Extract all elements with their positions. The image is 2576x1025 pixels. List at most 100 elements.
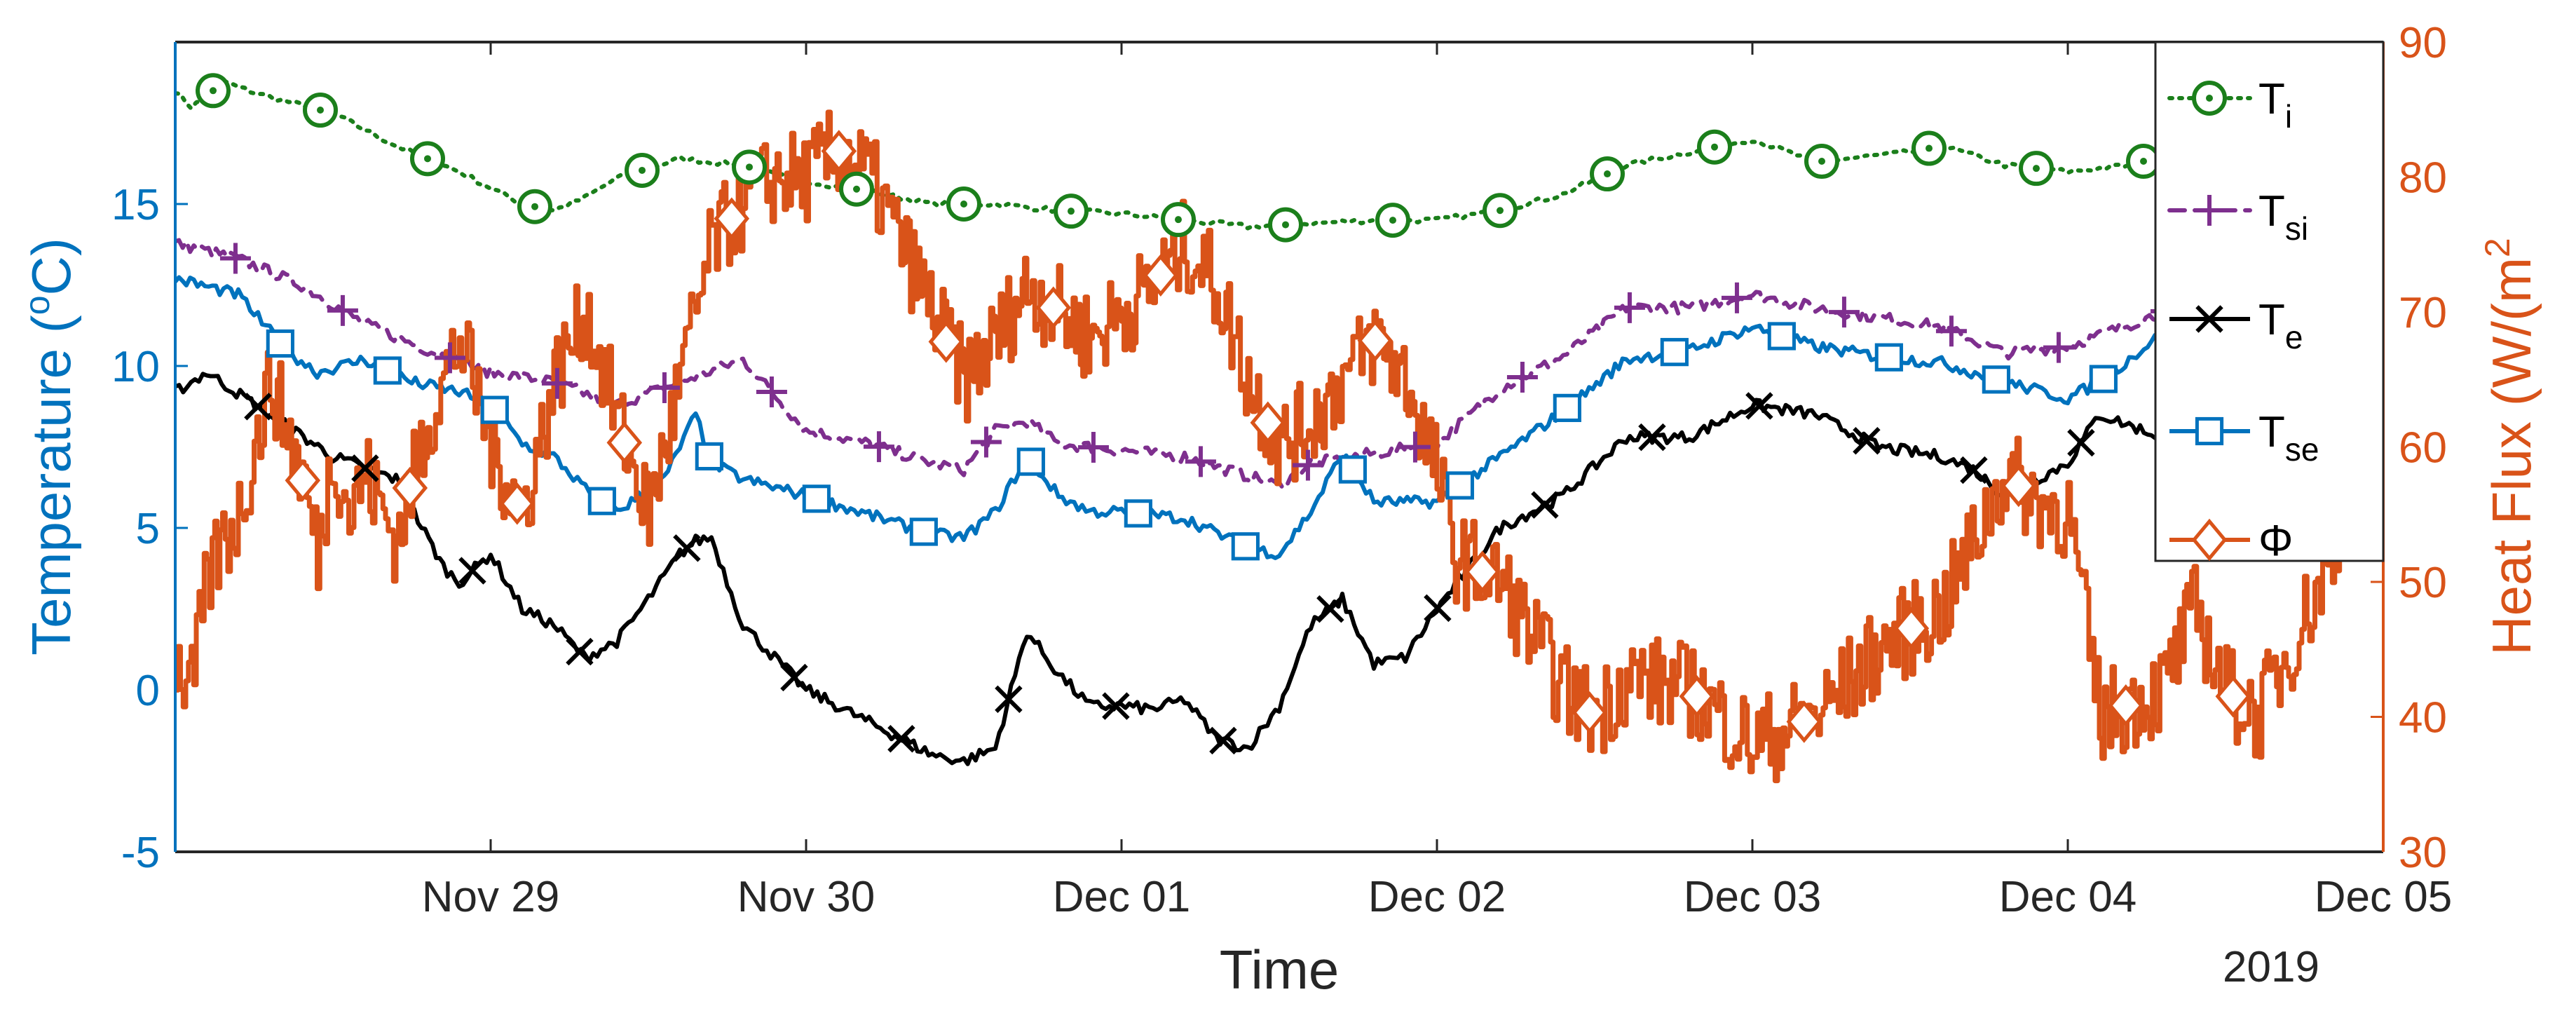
series-marker-Tsi [1828, 297, 1860, 328]
series-marker-Tse [1767, 322, 1796, 351]
x-tick-label: Dec 01 [1053, 873, 1190, 921]
left-y-tick-label: 10 [111, 343, 160, 391]
series-marker-Tse [695, 442, 723, 470]
series-marker-Ti [2019, 151, 2054, 186]
series-marker-Ti [1375, 203, 1410, 238]
series-line-Tsi [175, 238, 2383, 491]
series-marker-Tse [1338, 455, 1367, 484]
series-marker-Tse [1874, 343, 1903, 372]
legend-label: Ti [2258, 75, 2292, 135]
legend-entry-Te: Te [2169, 296, 2303, 355]
series-marker-Ti [839, 171, 874, 207]
series-marker-Ti [196, 73, 231, 109]
legend-label: Tsi [2258, 187, 2308, 247]
legend-label-sub: se [2285, 431, 2319, 468]
series-marker-Tsi [1185, 446, 1216, 477]
series-marker-Te [1424, 594, 1452, 623]
series-marker-Tsi [2043, 332, 2074, 363]
series-marker-Ti [732, 149, 767, 185]
legend-entry-Tsi: Tsi [2167, 187, 2308, 247]
left-y-axis-title: Temperature (oC) [18, 238, 82, 656]
series-marker-Te [1209, 726, 1237, 755]
series-marker-Phi [2215, 674, 2251, 718]
series-marker-Tse [1553, 393, 1581, 422]
series-marker-Te [2067, 428, 2095, 457]
series-marker-Ti [1483, 193, 1518, 229]
legend-marker [2195, 416, 2224, 446]
series-marker-Ti [625, 152, 660, 188]
series-marker-Phi [606, 421, 643, 464]
series-marker-Tsi [327, 294, 358, 326]
series-marker-Tsi [648, 372, 680, 404]
series-marker-Phi [1572, 691, 1608, 734]
series-marker-Tse [480, 395, 509, 424]
legend-entry-Phi: Φ [2169, 517, 2293, 565]
series-marker-Te [1853, 427, 1881, 455]
legend-label-sub: si [2285, 210, 2308, 247]
left-y-tick-label: 5 [136, 505, 160, 553]
series-marker-Tsi [756, 376, 787, 408]
legend-label-main: T [2258, 75, 2285, 123]
series-marker-Te [244, 393, 272, 421]
right-y-title-pre: Heat Flux (W/(m [2481, 257, 2542, 656]
series-marker-Phi [1143, 254, 1179, 297]
series-marker-Te [887, 725, 915, 753]
series-line-Phi [175, 109, 2383, 784]
series-marker-Te [673, 534, 701, 562]
series-marker-Tsi [1721, 282, 1752, 313]
series-marker-Ti [946, 186, 981, 222]
series-marker-Ti [517, 189, 552, 224]
series-marker-Phi [2001, 464, 2037, 508]
series-marker-Te [351, 454, 379, 482]
series-marker-Phi [821, 130, 857, 172]
series-marker-Te [1531, 491, 1559, 519]
series-marker-Te [458, 557, 486, 585]
series-marker-Ti [1911, 130, 1947, 166]
x-tick-label: Dec 02 [1368, 873, 1506, 921]
series-marker-Ti [1804, 144, 1839, 179]
legend-marker [2192, 81, 2227, 116]
right-y-tick-label: 80 [2399, 154, 2447, 203]
series-marker-Phi [1786, 700, 1822, 743]
series-marker-Te [1745, 392, 1773, 420]
series-marker-Ti [410, 141, 445, 177]
legend-label: Tse [2258, 408, 2319, 468]
series-marker-Ti [1161, 202, 1196, 238]
left-y-tick-label: 0 [136, 667, 160, 715]
series-marker-Phi [499, 482, 536, 525]
series-marker-Phi [928, 320, 965, 363]
legend-label-main: T [2258, 296, 2285, 344]
series-marker-Tsi [1292, 449, 1323, 481]
series-marker-Phi [1357, 319, 1393, 362]
right-y-tick-label: 60 [2399, 424, 2447, 473]
series-marker-Tsi [863, 431, 894, 463]
left-y-title-sup: o [18, 295, 57, 315]
legend-label-sub: e [2285, 319, 2303, 355]
series-marker-Te [1960, 456, 1988, 484]
series-marker-Tsi [1506, 361, 1538, 393]
legend-entry-Tse: Tse [2169, 408, 2319, 468]
series-marker-Tse [2089, 365, 2118, 393]
left-y-tick-labels: -5 0 5 10 15 [111, 181, 160, 877]
series-marker-Ti [1268, 207, 1303, 243]
right-y-tick-label: 70 [2399, 289, 2447, 337]
right-y-tick-labels: 30 40 50 60 70 80 90 [2399, 19, 2447, 877]
series-marker-Tsi [1935, 315, 1967, 347]
series-marker-Phi [1679, 674, 1715, 718]
series-marker-Tse [1231, 532, 1260, 561]
series-marker-Tse [587, 487, 616, 515]
series-marker-Tse [266, 329, 294, 358]
legend-label-main: Φ [2258, 517, 2293, 565]
series-marker-Tse [1124, 499, 1152, 528]
series-marker-Tse [802, 484, 831, 513]
series-marker-Phi [1893, 606, 1930, 650]
series-marker-Tsi [970, 426, 1002, 458]
series-marker-Phi [392, 466, 428, 510]
x-axis-title: Time [1220, 939, 1339, 1000]
legend-label-main: T [2258, 408, 2285, 456]
series-marker-Phi [1250, 401, 1286, 444]
right-y-tick-label: 50 [2399, 559, 2447, 607]
series-marker-Phi [285, 459, 321, 502]
